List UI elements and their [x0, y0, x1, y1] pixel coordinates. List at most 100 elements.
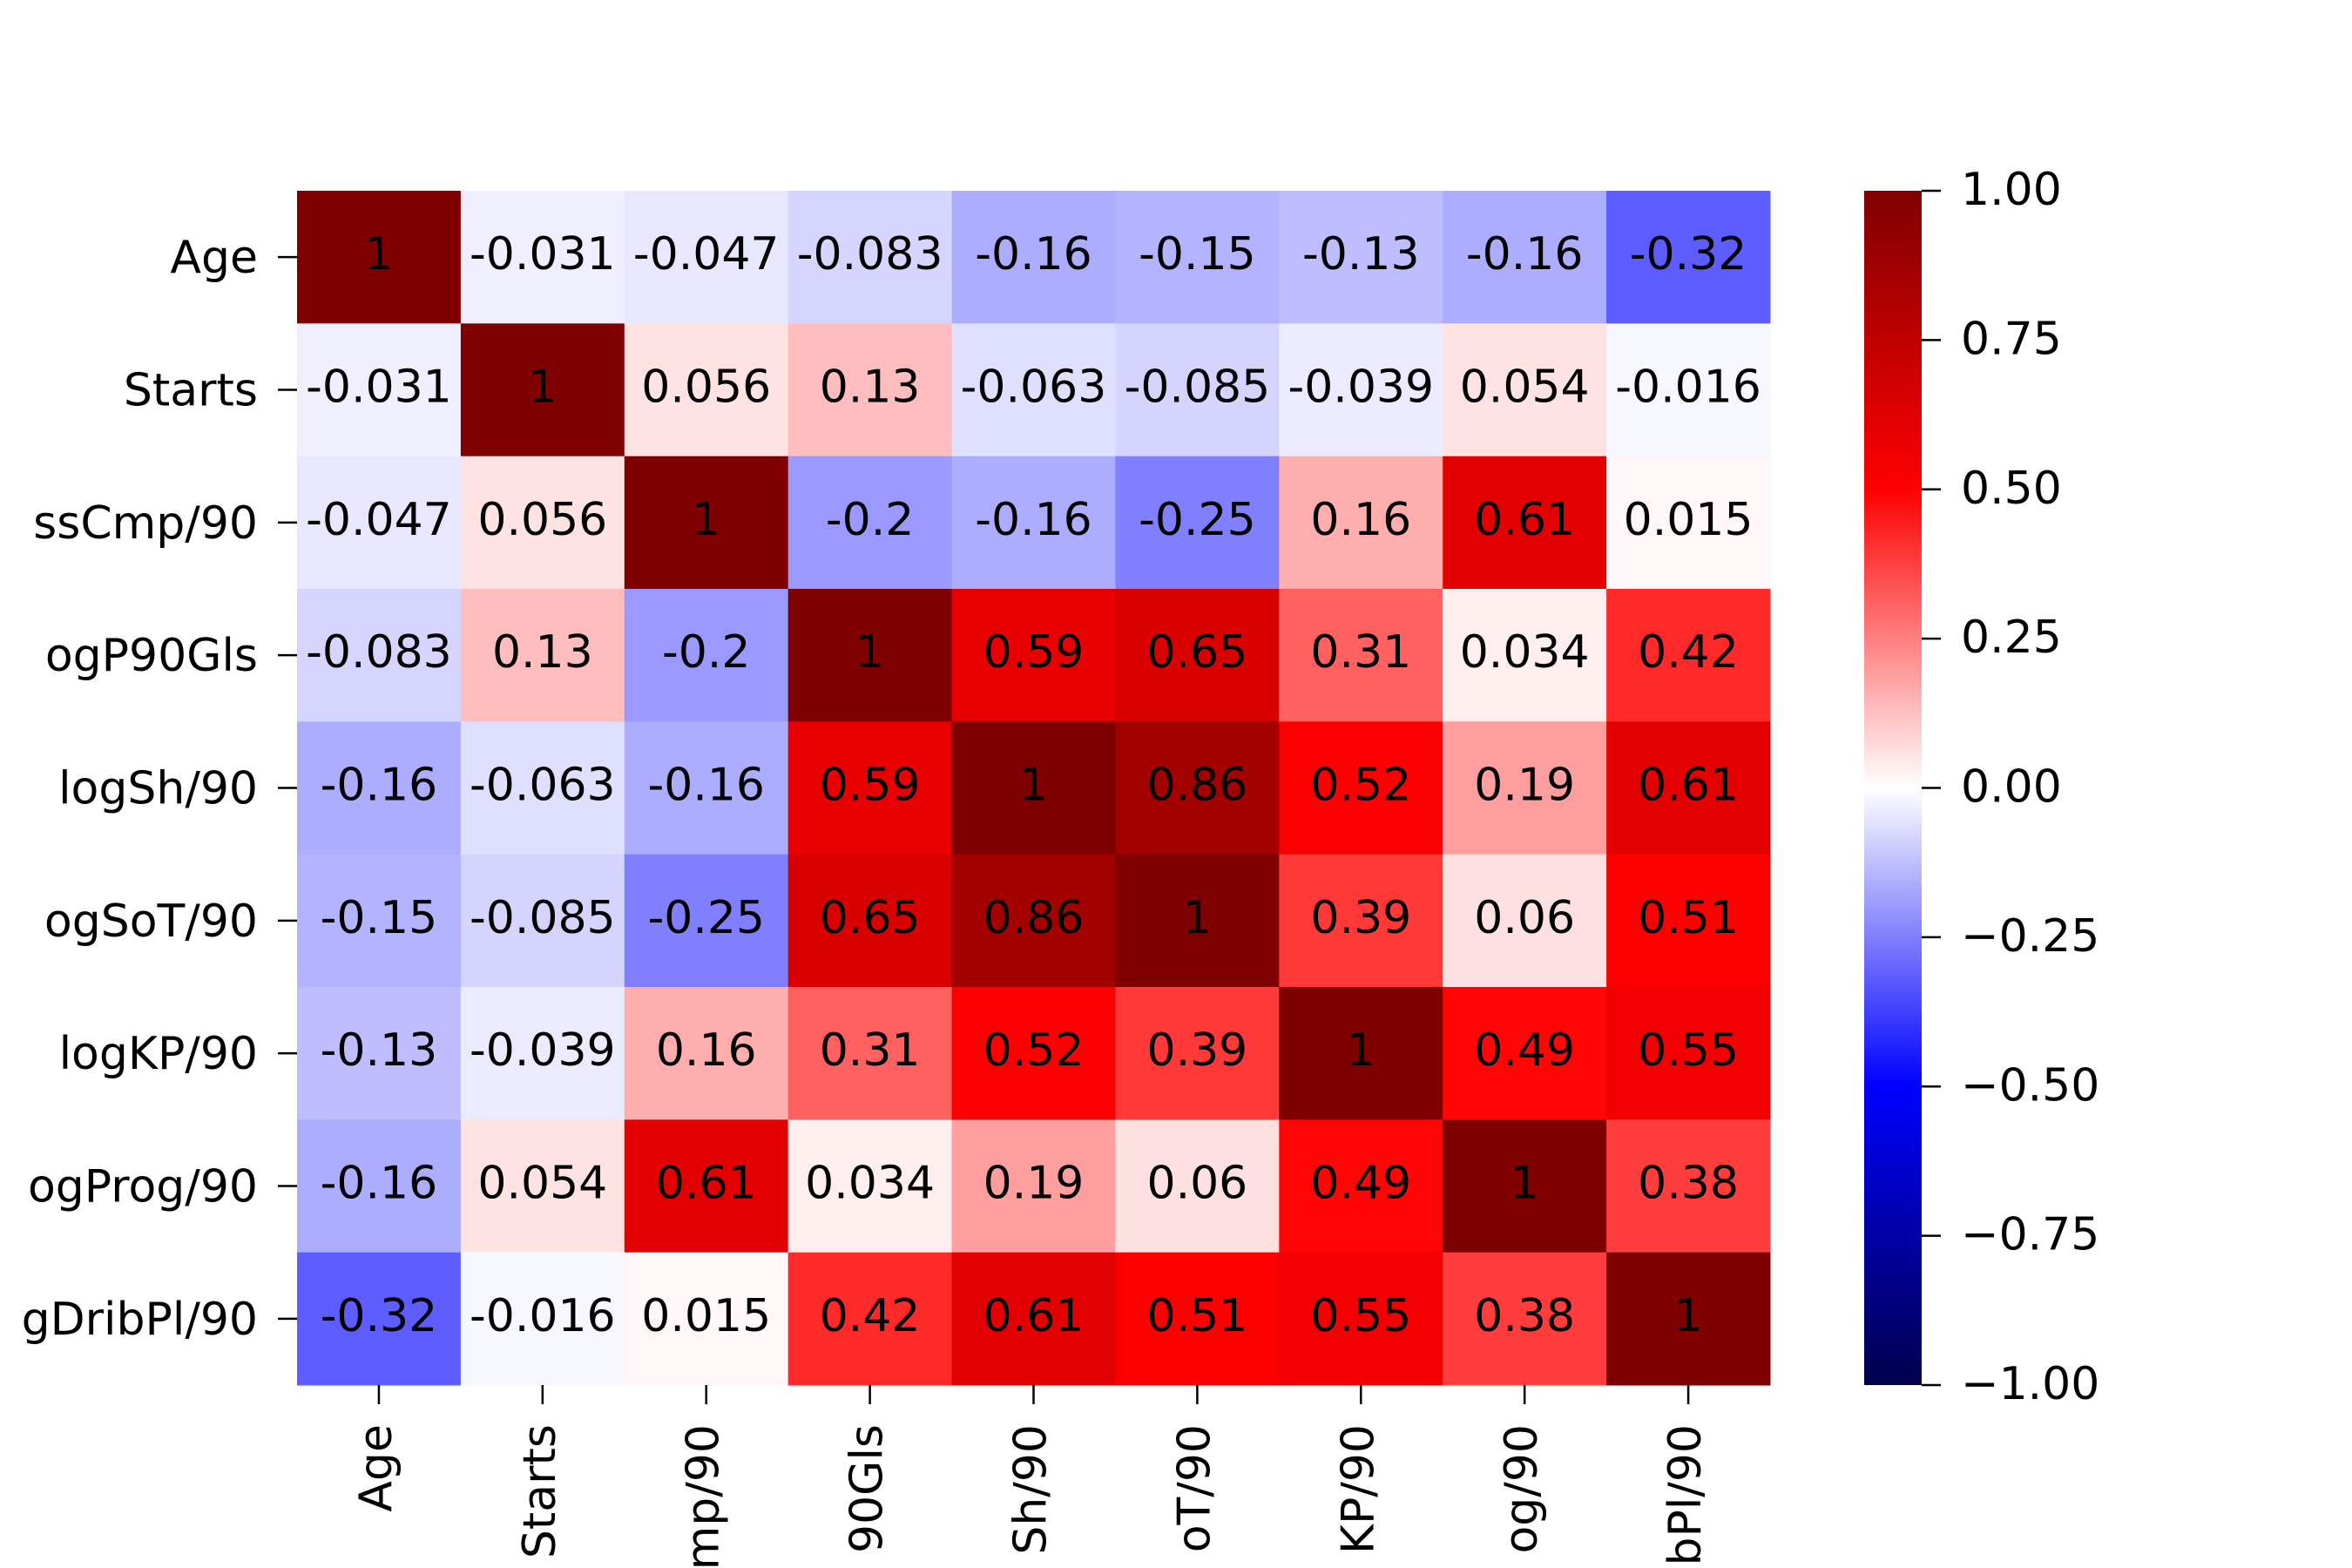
cell-label: -0.016 [1615, 362, 1761, 414]
colorbar [1864, 191, 1922, 1385]
cell-label: 0.42 [820, 1290, 921, 1342]
colorbar-tick-label: −0.75 [1961, 1209, 2099, 1261]
heatmap-cell [1115, 1252, 1280, 1386]
cell-label: 1 [1019, 760, 1048, 812]
y-tick-label: gDribPl/90 [22, 1294, 258, 1346]
heatmap-cell [1443, 191, 1607, 324]
heatmap-cell [297, 589, 462, 722]
y-tick-label: Starts [124, 365, 258, 417]
heatmap-cell [460, 721, 625, 855]
heatmap-cell [1279, 1119, 1443, 1254]
heatmap-cell [1443, 1252, 1607, 1386]
heatmap-cell [951, 456, 1116, 590]
cell-label: 1 [692, 494, 720, 546]
heatmap-cell [297, 721, 462, 855]
cell-label: 0.51 [1638, 892, 1739, 944]
heatmap-cell [951, 323, 1116, 457]
cell-label: -0.13 [1302, 228, 1420, 280]
heatmap-cell [1606, 987, 1771, 1120]
heatmap-cell [460, 1119, 625, 1254]
x-tick-label: 90Gls [841, 1424, 894, 1553]
cell-label: -0.25 [1139, 494, 1256, 546]
cell-label: -0.15 [321, 892, 438, 944]
y-tick-label: ogP90Gls [45, 630, 258, 682]
cell-label: -0.085 [470, 892, 616, 944]
heatmap-cell [951, 589, 1116, 722]
cell-label: -0.031 [470, 228, 616, 280]
heatmap-cell [460, 456, 625, 590]
heatmap-cell [1115, 589, 1280, 722]
cell-label: 0.61 [983, 1290, 1085, 1342]
cell-label: -0.031 [306, 362, 452, 414]
cell-label: 0.59 [983, 626, 1085, 679]
heatmap-cell [1115, 987, 1280, 1120]
cell-label: 0.056 [477, 494, 607, 546]
heatmap-cell [460, 589, 625, 722]
heatmap-cell [787, 1119, 953, 1254]
cell-label: 0.13 [820, 362, 921, 414]
heatmap-cell [1443, 1119, 1607, 1254]
cell-label: 0.19 [983, 1158, 1085, 1210]
cell-label: -0.2 [662, 626, 750, 679]
cell-label: 1 [1511, 1158, 1539, 1210]
heatmap-cell [1115, 323, 1280, 457]
cell-label: 1 [528, 362, 557, 414]
cell-label: 0.86 [1146, 760, 1247, 812]
heatmap-cell [624, 1119, 789, 1254]
colorbar-tick-label: −0.25 [1961, 910, 2099, 963]
heatmap-cell [1606, 191, 1771, 324]
heatmap-cell [624, 323, 789, 457]
cell-label: -0.32 [321, 1290, 438, 1342]
cell-label: -0.016 [470, 1290, 616, 1342]
heatmap-cell [1115, 1119, 1280, 1254]
cell-label: -0.063 [961, 362, 1107, 414]
cell-label: 1 [1183, 892, 1212, 944]
cell-label: -0.16 [975, 494, 1092, 546]
cell-label: -0.085 [1125, 362, 1271, 414]
x-tick-label: Sh/90 [1005, 1424, 1058, 1555]
x-tick-label: mp/90 [678, 1424, 730, 1568]
cell-label: 0.49 [1474, 1024, 1575, 1077]
heatmap-cell [1279, 456, 1443, 590]
heatmap-cell [1606, 1252, 1771, 1386]
cell-label: -0.16 [647, 760, 765, 812]
heatmap-cell [1443, 589, 1607, 722]
heatmap-cell [1606, 721, 1771, 855]
cell-label: -0.039 [1288, 362, 1434, 414]
cell-label: 0.49 [1310, 1158, 1411, 1210]
heatmap-cell [1279, 721, 1443, 855]
heatmap-cell [951, 987, 1116, 1120]
heatmap-cell [1606, 1119, 1771, 1254]
cell-label: 0.65 [820, 892, 921, 944]
x-tick-label: oT/90 [1168, 1424, 1220, 1552]
heatmap-cell [1115, 191, 1280, 324]
cell-label: -0.16 [975, 228, 1092, 280]
heatmap-cell [787, 191, 953, 324]
heatmap-cell [951, 191, 1116, 324]
heatmap-cell [297, 987, 462, 1120]
heatmap-cell [624, 987, 789, 1120]
y-tick-label: ogProg/90 [28, 1161, 258, 1213]
heatmap-cell [297, 456, 462, 590]
cell-label: 0.19 [1474, 760, 1575, 812]
heatmap-cell [624, 1252, 789, 1386]
cell-label: 0.39 [1146, 1024, 1247, 1077]
colorbar-tick-label: 0.75 [1961, 313, 2062, 365]
colorbar-tick-label: −0.50 [1961, 1059, 2099, 1112]
heatmap-cell [624, 589, 789, 722]
cell-label: 0.31 [1310, 626, 1411, 679]
x-tick-label: Age [350, 1424, 402, 1512]
x-tick-label: bPl/90 [1659, 1424, 1712, 1566]
heatmap-cell [1606, 456, 1771, 590]
cell-label: 0.39 [1310, 892, 1411, 944]
cell-label: 1 [1674, 1290, 1703, 1342]
cell-label: -0.13 [321, 1024, 438, 1077]
colorbar-tick-label: 0.25 [1961, 612, 2062, 664]
cell-label: 0.13 [492, 626, 593, 679]
cell-label: 0.52 [1310, 760, 1411, 812]
cell-label: 0.06 [1146, 1158, 1247, 1210]
heatmap-cell [297, 1119, 462, 1254]
cell-label: 0.38 [1638, 1158, 1739, 1210]
cell-label: -0.083 [797, 228, 943, 280]
